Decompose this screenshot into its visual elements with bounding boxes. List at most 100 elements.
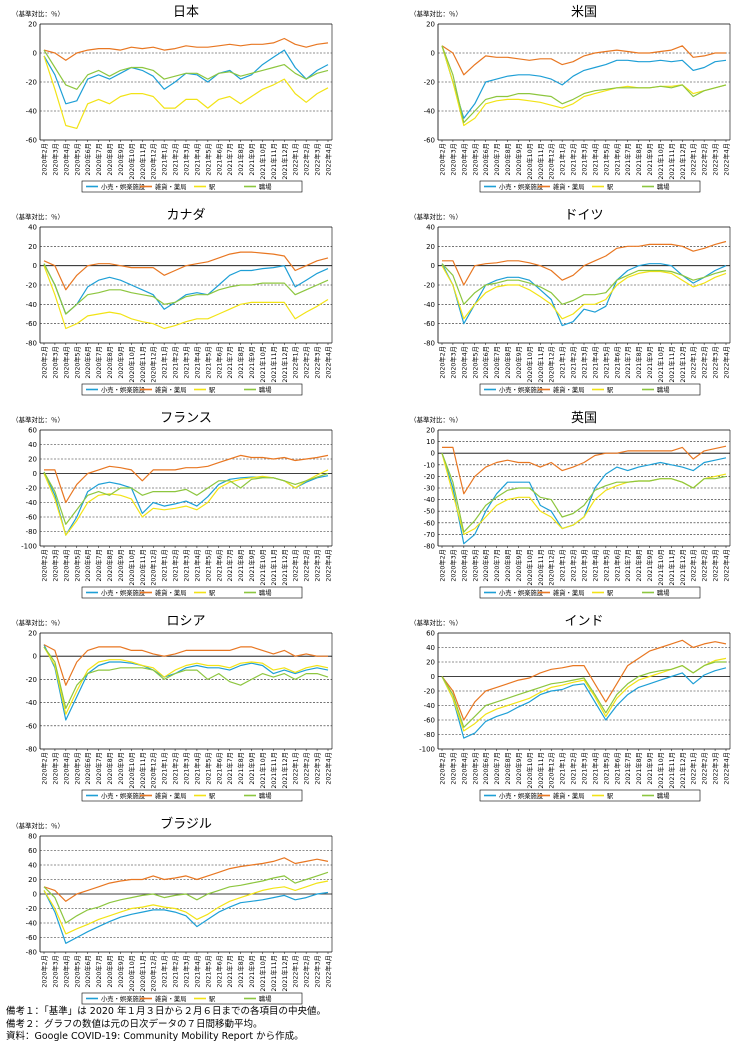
- y-tick-label: 10: [426, 438, 435, 446]
- legend-label-2: 駅: [607, 386, 614, 394]
- chart-panel: 米国 （基準対比：％） -60 -40 -20 0 20 2020年2月 2020年3月 2020…: [402, 2, 732, 198]
- x-tick-label: 2020年8月: [105, 346, 114, 379]
- x-tick-label: 2021年1月: [558, 143, 567, 176]
- series-line-0: [441, 45, 727, 119]
- y-tick-label: 20: [426, 659, 435, 667]
- y-tick-label: -100: [21, 543, 37, 551]
- legend-label-1: 雑貨・薬局: [553, 588, 584, 597]
- x-tick-label: 2020年9月: [116, 549, 125, 582]
- y-tick-label: -80: [424, 340, 435, 348]
- x-tick-label: 2022年2月: [700, 143, 709, 176]
- x-tick-label: 2021年10月: [258, 955, 267, 992]
- x-tick-label: 2022年4月: [324, 549, 333, 582]
- x-tick-label: 2021年11月: [269, 549, 278, 586]
- x-tick-label: 2021年3月: [182, 752, 191, 785]
- y-tick-label: -40: [26, 108, 37, 116]
- y-tick-label: -60: [26, 514, 37, 522]
- x-tick-label: 2020年4月: [459, 143, 468, 176]
- legend-box: [479, 383, 701, 396]
- x-tick-label: 2020年5月: [470, 752, 479, 785]
- x-tick-label: 2020年2月: [40, 346, 49, 379]
- x-tick-label: 2021年1月: [558, 752, 567, 785]
- x-tick-label: 2021年12月: [678, 143, 687, 180]
- chart-panel: カナダ （基準対比：％） -80 -60 -40 -20 0 20 40 2020年2月 2020年…: [4, 205, 334, 401]
- x-tick-label: 2021年9月: [645, 549, 654, 582]
- y-tick-label: 20: [426, 21, 435, 29]
- x-tick-label: 2020年9月: [514, 752, 523, 785]
- x-tick-label: 2021年5月: [203, 346, 212, 379]
- x-tick-label: 2020年12月: [149, 955, 158, 992]
- x-tick-label: 2020年10月: [525, 549, 534, 586]
- x-tick-label: 2021年9月: [645, 143, 654, 176]
- legend-label-0: 小売・娯楽施設: [101, 588, 146, 597]
- y-tick-label: -20: [424, 79, 435, 87]
- legend-label-1: 雑貨・薬局: [155, 182, 186, 191]
- note-1: 備考１：「基準」は 2020 年１月３日から２月６日までの各項目の中央値。: [6, 1006, 326, 1017]
- x-tick-label: 2021年2月: [569, 143, 578, 176]
- chart-title: ロシア: [166, 614, 205, 629]
- x-tick-label: 2021年11月: [667, 549, 676, 586]
- legend-box: [479, 586, 701, 599]
- x-tick-label: 2020年10月: [127, 752, 136, 789]
- x-tick-label: 2021年11月: [667, 346, 676, 383]
- x-tick-label: 2020年8月: [105, 143, 114, 176]
- x-tick-label: 2020年11月: [536, 752, 545, 789]
- x-tick-label: 2020年5月: [72, 752, 81, 785]
- x-tick-label: 2020年4月: [459, 549, 468, 582]
- x-tick-label: 2020年5月: [72, 955, 81, 988]
- x-tick-label: 2022年4月: [324, 346, 333, 379]
- legend-label-3: 職場: [259, 588, 272, 597]
- legend-label-3: 職場: [259, 791, 272, 800]
- x-tick-label: 2020年6月: [481, 346, 490, 379]
- x-tick-label: 2022年1月: [291, 549, 300, 582]
- x-tick-label: 2022年2月: [302, 955, 311, 988]
- x-tick-label: 2020年6月: [83, 955, 92, 988]
- x-tick-label: 2020年8月: [105, 752, 114, 785]
- x-tick-label: 2020年6月: [481, 549, 490, 582]
- y-tick-label: 0: [431, 50, 435, 58]
- y-tick-label: -80: [424, 543, 435, 551]
- legend-label-3: 職場: [657, 791, 670, 800]
- legend-label-0: 小売・娯楽施設: [101, 994, 146, 1003]
- x-tick-label: 2020年3月: [50, 955, 59, 988]
- x-tick-label: 2021年8月: [634, 549, 643, 582]
- x-tick-label: 2022年4月: [324, 955, 333, 988]
- x-tick-label: 2021年12月: [280, 752, 289, 789]
- x-tick-label: 2021年9月: [247, 955, 256, 988]
- x-tick-label: 2022年3月: [313, 752, 322, 785]
- legend-box: [81, 992, 303, 1005]
- x-tick-label: 2021年4月: [192, 752, 201, 785]
- x-tick-label: 2020年7月: [94, 346, 103, 379]
- chart-panel: ロシア （基準対比：％） -80 -60 -40 -20 0 20 2020年2月 2020年3月…: [4, 611, 334, 807]
- x-tick-label: 2021年10月: [258, 549, 267, 586]
- x-tick-label: 2020年3月: [50, 346, 59, 379]
- x-tick-label: 2021年6月: [612, 549, 621, 582]
- chart-panel: フランス （基準対比：％） -100 -80 -60 -40 -20 0 20 40 60 2020年…: [4, 408, 334, 604]
- x-tick-label: 2022年3月: [711, 143, 720, 176]
- x-tick-label: 2020年12月: [547, 143, 556, 180]
- x-tick-label: 2021年5月: [601, 346, 610, 379]
- x-tick-label: 2020年2月: [438, 346, 447, 379]
- x-tick-label: 2021年7月: [623, 752, 632, 785]
- x-tick-label: 2020年2月: [438, 752, 447, 785]
- x-tick-label: 2021年1月: [160, 346, 169, 379]
- x-tick-label: 2020年12月: [547, 346, 556, 383]
- x-tick-label: 2020年8月: [503, 549, 512, 582]
- series-line-3: [441, 263, 727, 305]
- x-tick-label: 2021年12月: [280, 549, 289, 586]
- series-line-0: [441, 453, 727, 545]
- series-line-2: [441, 453, 727, 536]
- x-tick-label: 2021年2月: [171, 143, 180, 176]
- series-line-1: [442, 240, 727, 286]
- x-tick-label: 2021年8月: [634, 752, 643, 785]
- series-line-1: [44, 454, 329, 504]
- x-tick-label: 2020年10月: [525, 143, 534, 180]
- x-tick-label: 2021年3月: [182, 346, 191, 379]
- x-tick-label: 2020年11月: [138, 752, 147, 789]
- x-tick-label: 2020年12月: [149, 143, 158, 180]
- y-tick-label: 60: [28, 427, 37, 435]
- x-tick-label: 2021年5月: [203, 549, 212, 582]
- chart-title: カナダ: [166, 208, 205, 223]
- y-tick-label: -20: [424, 473, 435, 481]
- y-axis-label: （基準対比：％）: [410, 212, 462, 221]
